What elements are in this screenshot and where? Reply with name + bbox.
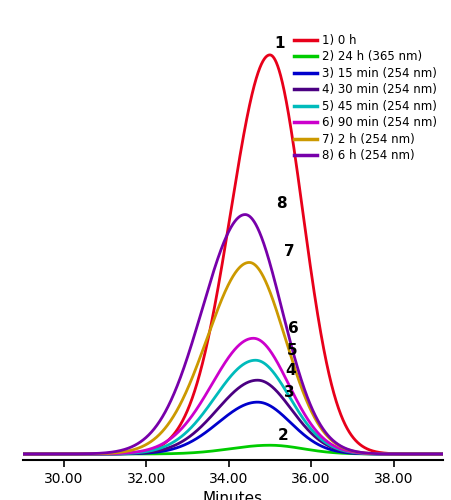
Text: 8: 8 — [276, 196, 286, 210]
X-axis label: Minutes: Minutes — [202, 492, 262, 500]
Text: 7: 7 — [284, 244, 294, 260]
Text: 1: 1 — [273, 36, 284, 51]
Text: 5: 5 — [286, 343, 297, 358]
Text: 4: 4 — [285, 363, 295, 378]
Text: 2: 2 — [277, 428, 288, 443]
Text: 3: 3 — [284, 385, 294, 400]
Text: 6: 6 — [288, 322, 299, 336]
Legend: 1) 0 h, 2) 24 h (365 nm), 3) 15 min (254 nm), 4) 30 min (254 nm), 5) 45 min (254: 1) 0 h, 2) 24 h (365 nm), 3) 15 min (254… — [293, 34, 436, 162]
